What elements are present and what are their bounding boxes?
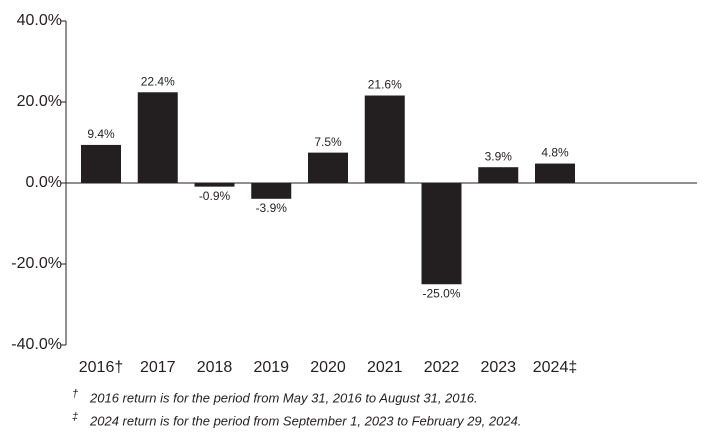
value-label: 9.4% xyxy=(87,127,115,141)
bar xyxy=(308,152,348,183)
bar xyxy=(251,183,292,199)
bar xyxy=(137,92,178,183)
footnote-symbol: † xyxy=(72,388,78,400)
bar xyxy=(81,144,121,183)
y-tick-label: 0.0% xyxy=(26,174,62,191)
y-tick-label: 20.0% xyxy=(17,93,62,110)
value-label: 7.5% xyxy=(314,135,342,149)
x-tick-label: 2023 xyxy=(480,359,516,376)
x-tick-label: 2022 xyxy=(424,359,460,376)
value-label: -0.9% xyxy=(199,189,231,203)
y-tick-label: -20.0% xyxy=(11,255,62,272)
x-tick-label: 2024‡ xyxy=(533,359,578,376)
footnote: 2024 return is for the period from Septe… xyxy=(89,413,521,428)
bar xyxy=(194,183,235,187)
value-label: 21.6% xyxy=(368,78,402,92)
value-label: -25.0% xyxy=(422,286,460,300)
footnote: 2016 return is for the period from May 3… xyxy=(89,390,478,405)
y-tick-label: -40.0% xyxy=(11,336,62,353)
value-label: -3.9% xyxy=(256,201,288,215)
x-tick-label: 2019 xyxy=(253,359,289,376)
x-tick-label: 2018 xyxy=(197,359,233,376)
footnote-symbol: ‡ xyxy=(72,411,78,423)
x-tick-label: 2016† xyxy=(79,359,124,376)
value-label: 22.4% xyxy=(141,74,175,88)
x-tick-label: 2020 xyxy=(310,359,346,376)
value-label: 4.8% xyxy=(541,146,569,160)
bar xyxy=(364,95,405,183)
bar xyxy=(535,163,575,183)
x-tick-label: 2017 xyxy=(140,359,176,376)
bar xyxy=(421,183,462,285)
y-tick-label: 40.0% xyxy=(17,12,62,29)
value-label: 3.9% xyxy=(485,149,513,163)
bar xyxy=(478,167,519,183)
x-tick-label: 2021 xyxy=(367,359,403,376)
